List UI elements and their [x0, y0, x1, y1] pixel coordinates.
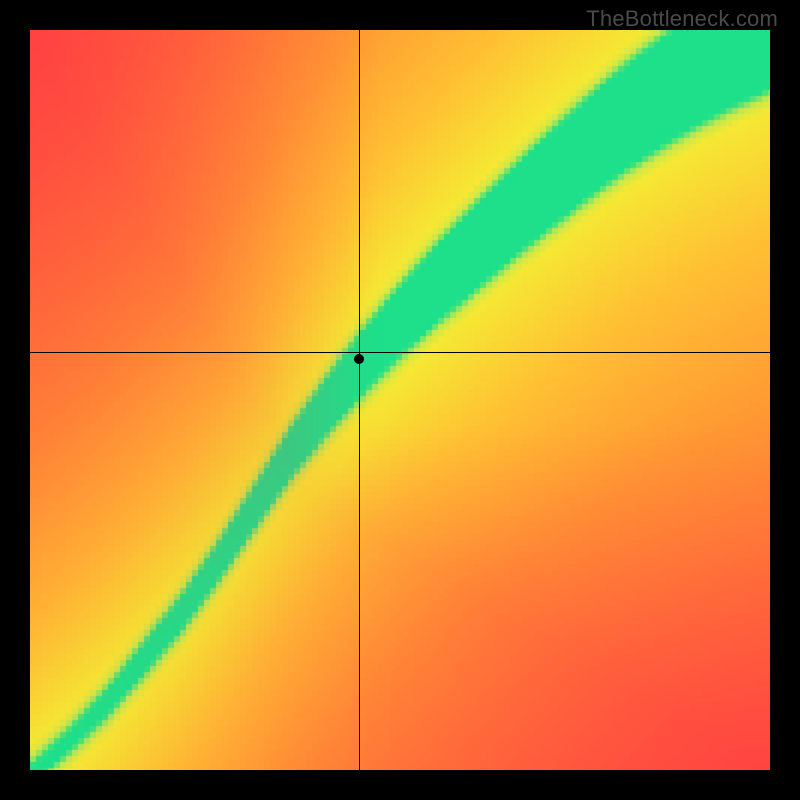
watermark-text: TheBottleneck.com [586, 6, 778, 32]
chart-frame: TheBottleneck.com [0, 0, 800, 800]
crosshair-horizontal [30, 352, 770, 353]
heatmap-canvas [30, 30, 770, 770]
heatmap-plot [30, 30, 770, 770]
crosshair-vertical [359, 30, 360, 770]
marker-dot [354, 354, 364, 364]
